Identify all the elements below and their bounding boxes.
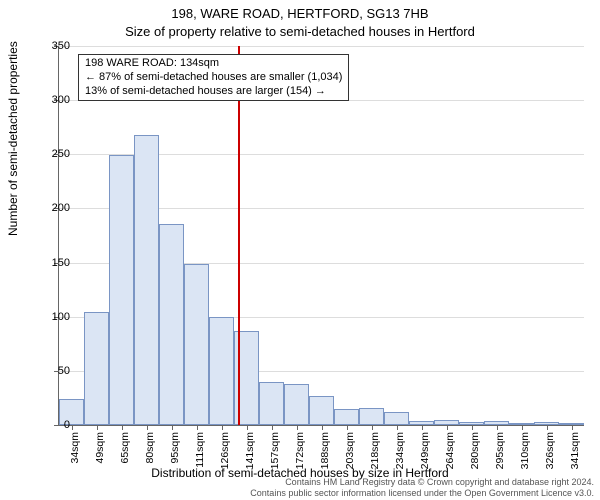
- y-tick-label: 200: [30, 202, 70, 214]
- y-tick-label: 0: [30, 419, 70, 431]
- footer-line1: Contains HM Land Registry data © Crown c…: [250, 477, 594, 487]
- y-tick-label: 50: [30, 365, 70, 377]
- x-tick-mark: [322, 425, 323, 430]
- y-tick-label: 300: [30, 94, 70, 106]
- x-tick-mark: [422, 425, 423, 430]
- x-tick-mark: [572, 425, 573, 430]
- footer-credits: Contains HM Land Registry data © Crown c…: [250, 477, 594, 498]
- y-tick-label: 100: [30, 311, 70, 323]
- annotation-line: 198 WARE ROAD: 134sqm: [85, 57, 342, 71]
- x-tick-mark: [472, 425, 473, 430]
- x-tick-mark: [147, 425, 148, 430]
- histogram-bar: [309, 396, 334, 425]
- x-tick-mark: [72, 425, 73, 430]
- x-tick-mark: [547, 425, 548, 430]
- y-tick-label: 150: [30, 257, 70, 269]
- y-tick-label: 350: [30, 40, 70, 52]
- chart-title-address: 198, WARE ROAD, HERTFORD, SG13 7HB: [0, 6, 600, 21]
- chart-title-desc: Size of property relative to semi-detach…: [0, 24, 600, 39]
- x-tick-mark: [247, 425, 248, 430]
- histogram-bar: [259, 382, 284, 425]
- x-tick-mark: [172, 425, 173, 430]
- x-tick-mark: [347, 425, 348, 430]
- annotation-line: ← 87% of semi-detached houses are smalle…: [85, 71, 342, 85]
- x-tick-mark: [122, 425, 123, 430]
- histogram-bar: [134, 135, 159, 425]
- x-tick-mark: [272, 425, 273, 430]
- chart-container: 198, WARE ROAD, HERTFORD, SG13 7HB Size …: [0, 0, 600, 500]
- x-tick-mark: [197, 425, 198, 430]
- histogram-bar: [284, 384, 309, 425]
- x-tick-mark: [372, 425, 373, 430]
- histogram-bar: [159, 224, 184, 425]
- footer-line2: Contains public sector information licen…: [250, 488, 594, 498]
- histogram-bar: [84, 312, 109, 425]
- histogram-bar: [384, 412, 409, 425]
- x-tick-mark: [522, 425, 523, 430]
- x-tick-mark: [397, 425, 398, 430]
- y-tick-label: 250: [30, 148, 70, 160]
- reference-line: [238, 46, 240, 425]
- y-axis-label: Number of semi-detached properties: [6, 41, 20, 236]
- x-tick-mark: [97, 425, 98, 430]
- histogram-bar: [209, 317, 234, 425]
- gridline: [59, 46, 584, 47]
- plot-area: 34sqm49sqm65sqm80sqm95sqm111sqm126sqm141…: [58, 46, 584, 426]
- annotation-line: 13% of semi-detached houses are larger (…: [85, 85, 342, 99]
- histogram-bar: [334, 409, 359, 425]
- histogram-bar: [184, 264, 209, 425]
- histogram-bar: [109, 155, 134, 425]
- x-tick-mark: [447, 425, 448, 430]
- annotation-box: 198 WARE ROAD: 134sqm← 87% of semi-detac…: [78, 54, 349, 101]
- x-tick-mark: [297, 425, 298, 430]
- histogram-bar: [359, 408, 384, 425]
- x-tick-mark: [222, 425, 223, 430]
- x-tick-mark: [497, 425, 498, 430]
